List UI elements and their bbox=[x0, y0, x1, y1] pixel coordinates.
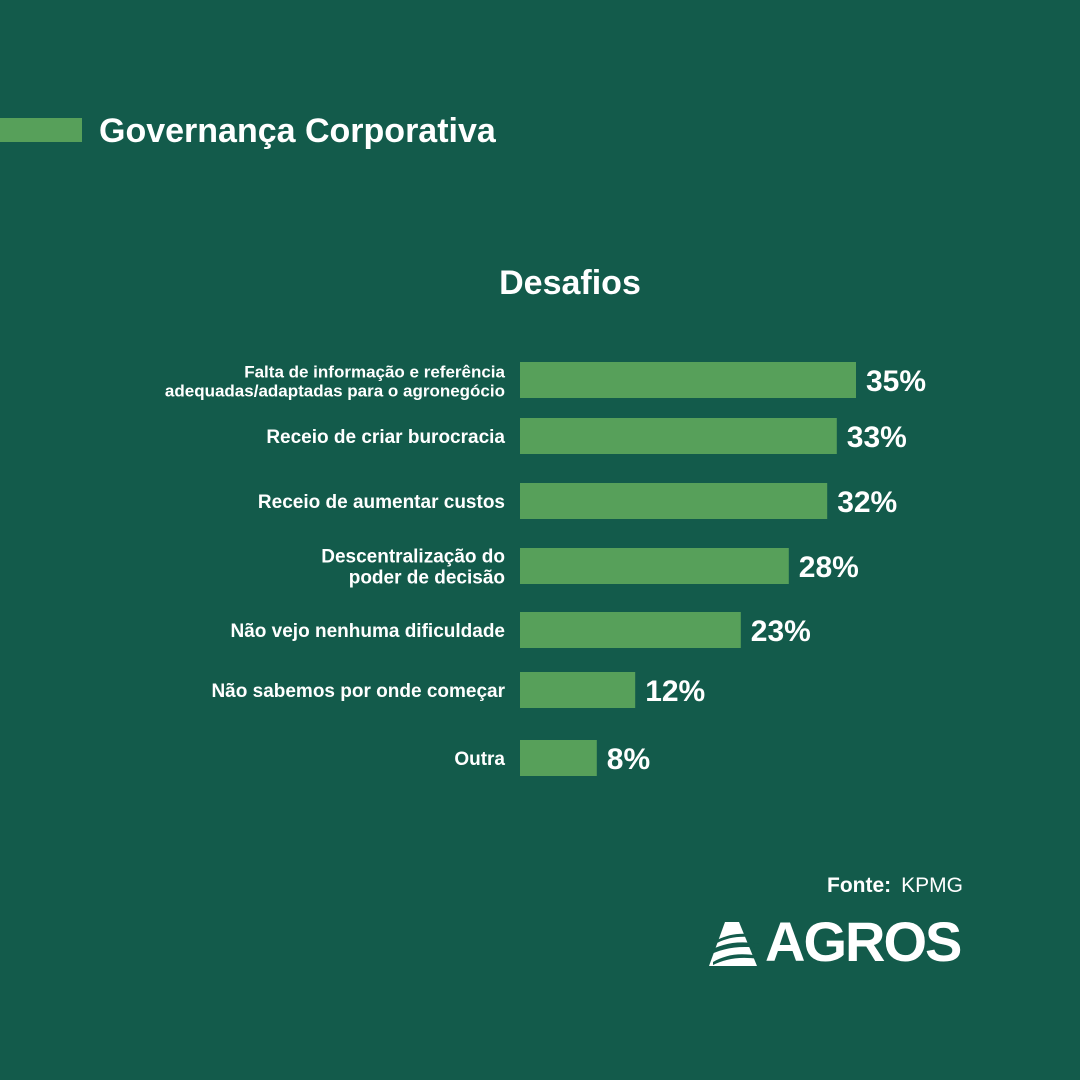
source-value: KPMG bbox=[901, 874, 963, 897]
value-label-7: 8% bbox=[607, 743, 650, 776]
bar-1 bbox=[520, 362, 856, 398]
category-label-3: Receio de aumentar custos bbox=[258, 492, 505, 513]
category-label-7: Outra bbox=[454, 749, 505, 770]
category-label-1: Falta de informação e referência adequada… bbox=[165, 363, 506, 401]
category-label-4: Descentralização do poder de decisão bbox=[321, 547, 505, 589]
bar-5 bbox=[520, 612, 741, 648]
bar-4 bbox=[520, 548, 789, 584]
value-label-2: 33% bbox=[847, 421, 907, 454]
page-title: Governança Corporativa bbox=[99, 112, 496, 150]
bar-3 bbox=[520, 483, 828, 519]
value-label-1: 35% bbox=[866, 365, 926, 398]
category-label-6: Não sabemos por onde começar bbox=[211, 681, 505, 702]
chart-title: Desafios bbox=[499, 264, 641, 302]
source-credit: Fonte: KPMG bbox=[827, 872, 963, 900]
bar-2 bbox=[520, 418, 837, 454]
value-label-5: 23% bbox=[751, 615, 811, 648]
bar-7 bbox=[520, 740, 597, 776]
source-label: Fonte: bbox=[827, 874, 892, 897]
value-label-6: 12% bbox=[645, 675, 705, 708]
value-label-4: 28% bbox=[799, 551, 859, 584]
agros-logo-text: AGROS bbox=[765, 910, 962, 973]
agros-logo-icon bbox=[707, 922, 759, 966]
category-label-2: Receio de criar burocracia bbox=[266, 427, 505, 448]
bar-6 bbox=[520, 672, 636, 708]
value-label-3: 32% bbox=[837, 486, 897, 519]
header-accent-bar bbox=[0, 118, 82, 142]
category-label-5: Não vejo nenhuma dificuldade bbox=[231, 621, 506, 642]
agros-logo: AGROS bbox=[703, 910, 962, 973]
